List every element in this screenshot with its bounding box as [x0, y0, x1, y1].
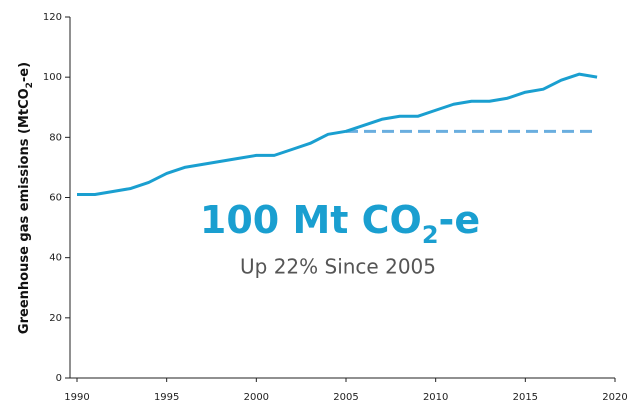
y-tick-label: 60: [49, 193, 62, 204]
y-tick-label: 20: [49, 313, 62, 324]
y-tick-label: 40: [49, 253, 62, 264]
y-tick-label: 100: [43, 72, 62, 83]
y-tick-label: 80: [49, 132, 62, 143]
x-tick-label: 2020: [602, 392, 627, 403]
x-tick-label: 1990: [64, 392, 89, 403]
headline: 100 Mt CO2-e: [200, 198, 480, 250]
y-axis-label: Greenhouse gas emissions (MtCO2-e): [17, 62, 35, 334]
x-tick-label: 1995: [154, 392, 179, 403]
line-series: [77, 72, 598, 196]
headline-text: 100 Mt CO: [200, 198, 422, 242]
x-tick-label: 2000: [244, 392, 269, 403]
y-label-sub: 2: [25, 82, 35, 88]
x-tick-label: 2005: [333, 392, 358, 403]
x-tick-label: 2010: [423, 392, 448, 403]
subheadline: Up 22% Since 2005: [240, 255, 436, 279]
y-label-suffix: -e): [17, 62, 32, 82]
y-tick-label: 120: [43, 12, 62, 23]
x-tick-label: 2015: [513, 392, 538, 403]
headline-suffix: -e: [439, 198, 481, 242]
headline-sub: 2: [422, 221, 439, 249]
y-label-text: Greenhouse gas emissions (MtCO: [17, 88, 32, 334]
y-tick-label: 0: [56, 373, 62, 384]
